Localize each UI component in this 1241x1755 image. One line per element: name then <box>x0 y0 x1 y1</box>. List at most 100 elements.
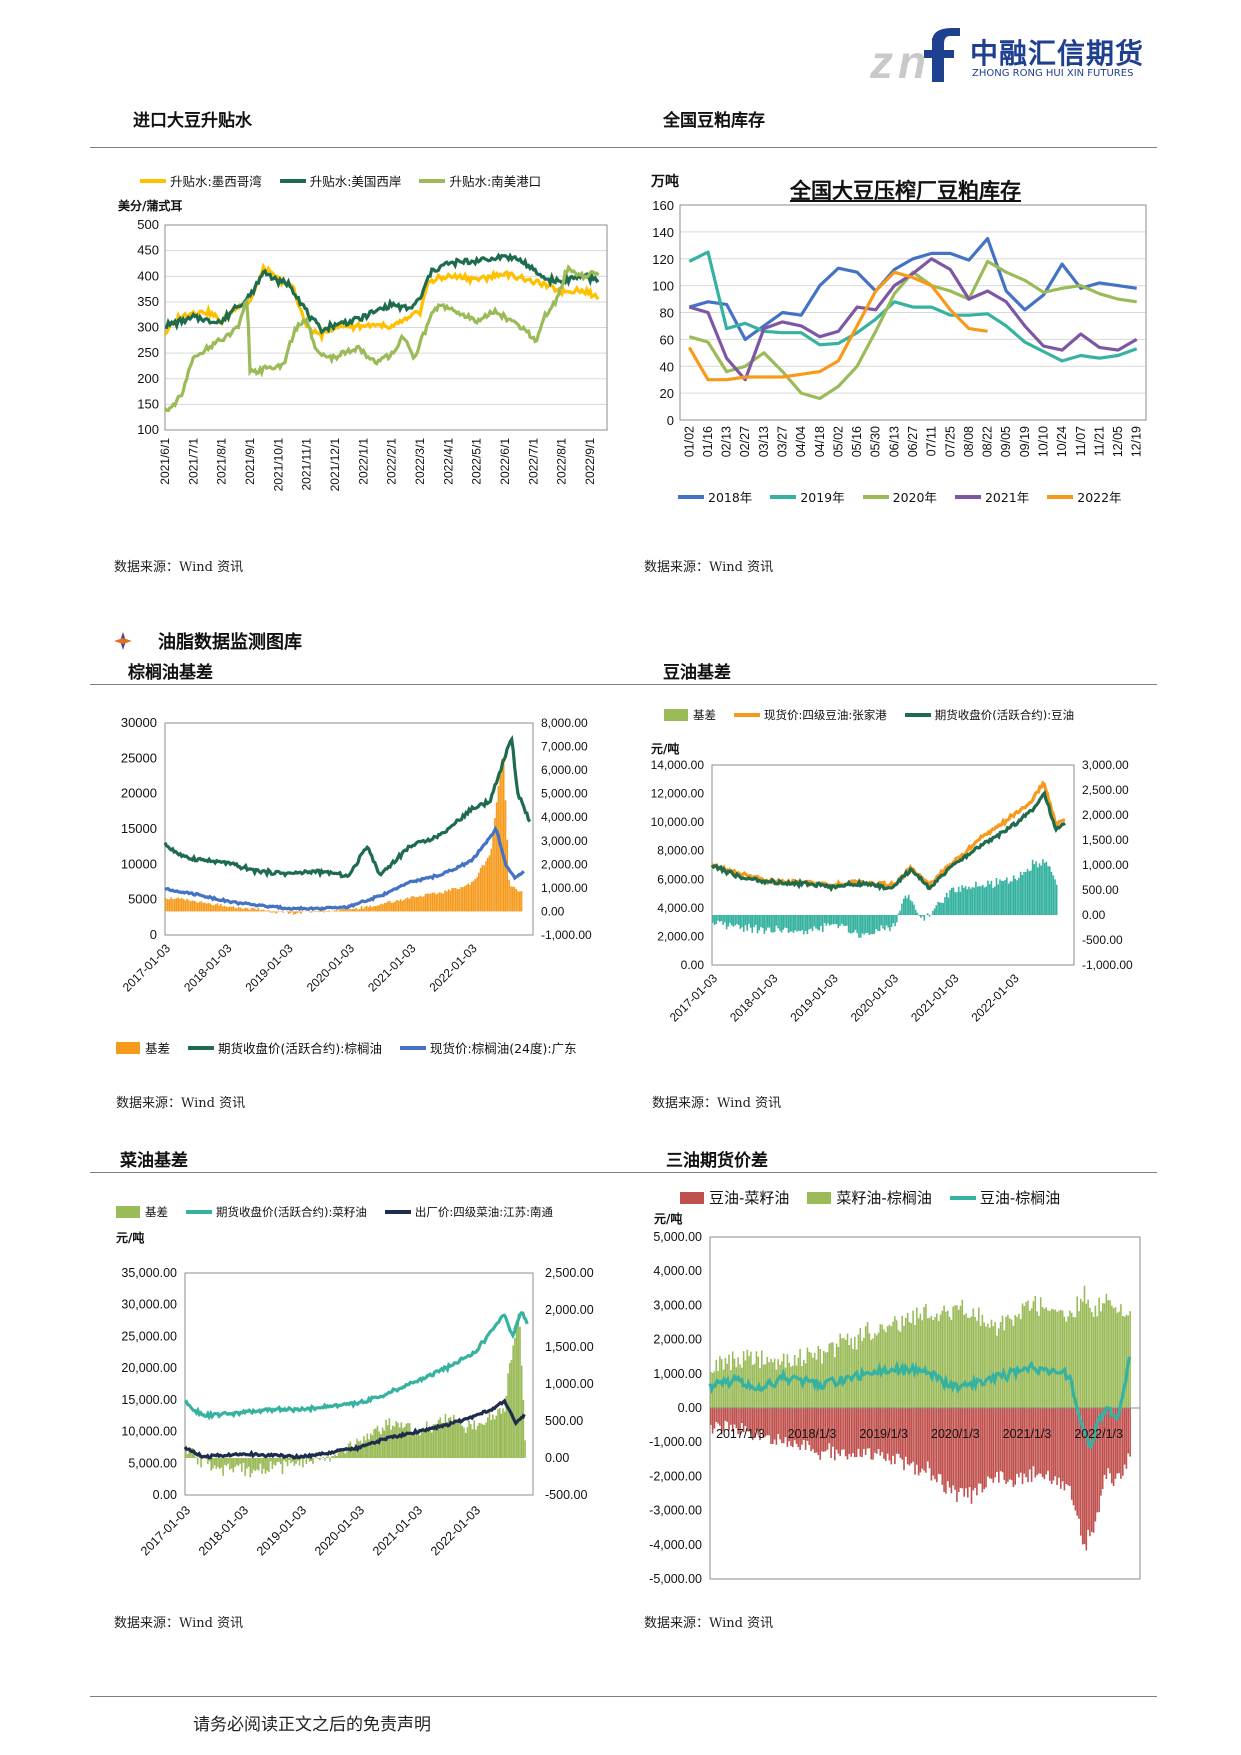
basis-bar <box>225 1458 228 1466</box>
basis-bar <box>341 908 343 912</box>
spread-bar <box>1039 1408 1042 1474</box>
basis-bar <box>517 891 519 912</box>
y2-tick-label: -1,000.00 <box>1082 958 1133 972</box>
basis-bar <box>796 915 798 932</box>
basis-bar <box>978 886 981 915</box>
y-tick-label: 20 <box>660 386 674 401</box>
spread-bar <box>1100 1408 1102 1496</box>
basis-bar <box>846 915 848 926</box>
basis-bar <box>878 915 881 932</box>
basis-bar <box>465 885 468 912</box>
basis-bar <box>449 1416 452 1458</box>
basis-bar <box>207 903 210 912</box>
y2-tick-label: -500.00 <box>545 1488 587 1502</box>
basis-bar <box>213 1458 216 1466</box>
basis-bar <box>308 1458 311 1462</box>
x-tick-label: 2017-01-03 <box>120 941 174 995</box>
spread-bar <box>1078 1311 1080 1408</box>
basis-bar <box>470 1424 472 1458</box>
basis-bar <box>303 1456 306 1458</box>
spread-bar <box>817 1345 820 1408</box>
spread-bar <box>985 1326 987 1408</box>
basis-bar <box>520 1365 523 1458</box>
spread-bar <box>1049 1408 1051 1481</box>
basis-bar <box>245 907 247 912</box>
basis-bar <box>488 855 491 912</box>
y-tick-label: 500 <box>137 217 159 232</box>
x-tick-label: 2021-01-03 <box>365 941 419 995</box>
legend-item: 2022年 <box>1047 487 1122 506</box>
y-tick-label: 0.00 <box>678 1401 702 1415</box>
basis-bar <box>916 912 919 915</box>
spread-bar <box>823 1350 825 1408</box>
basis-bar <box>410 1432 413 1458</box>
basis-bar <box>269 1458 272 1462</box>
basis-bar <box>172 899 174 912</box>
basis-bar <box>467 883 469 912</box>
basis-bar <box>254 1458 257 1471</box>
y-tick-label: 250 <box>137 345 159 360</box>
basis-bar <box>446 1421 448 1458</box>
spread-bar <box>1123 1316 1126 1408</box>
spread-bar <box>799 1408 801 1450</box>
spread-bar <box>750 1351 752 1408</box>
spread-bar <box>1072 1408 1075 1506</box>
basis-bar <box>237 907 240 912</box>
basis-bar <box>497 1409 499 1458</box>
spread-bar <box>1054 1309 1057 1408</box>
basis-bar <box>214 904 217 912</box>
spread-bar <box>1067 1316 1069 1408</box>
spread-bar <box>1029 1408 1031 1470</box>
spread-bar <box>808 1408 810 1445</box>
basis-bar <box>329 1458 331 1462</box>
spread-bar <box>916 1307 918 1408</box>
basis-bar <box>758 915 760 931</box>
basis-bar <box>321 909 324 912</box>
spread-bar <box>1008 1318 1011 1408</box>
basis-bar <box>392 1425 394 1458</box>
basis-bar <box>997 884 999 915</box>
spread-bar <box>782 1408 785 1444</box>
basis-bar <box>444 1413 447 1458</box>
y-tick-label: 25,000.00 <box>121 1329 177 1343</box>
basis-bar <box>506 839 509 912</box>
basis-bar <box>500 1413 503 1458</box>
basis-bar <box>298 911 300 913</box>
basis-bar <box>429 1427 431 1458</box>
basis-bar <box>210 1458 212 1471</box>
basis-bar <box>215 1458 218 1469</box>
basis-bar <box>734 915 736 926</box>
legend: 豆油-菜籽油 菜籽油-棕榈油 豆油-棕榈油 <box>680 1187 1078 1208</box>
basis-bar <box>515 889 517 912</box>
spread-bar <box>881 1324 883 1408</box>
basis-bar <box>410 896 413 912</box>
basis-bar <box>353 908 356 912</box>
basis-bar <box>493 1419 496 1458</box>
spread-bar <box>1080 1298 1082 1408</box>
basis-bar <box>177 897 180 912</box>
spread-bar <box>1094 1408 1097 1522</box>
basis-bar <box>234 1458 236 1468</box>
basis-bar <box>767 915 769 928</box>
spread-bar <box>885 1408 887 1461</box>
basis-bar <box>1018 877 1020 915</box>
basis-bar <box>339 909 341 912</box>
x-tick-label: 2019/1/3 <box>859 1427 908 1441</box>
plot-area <box>711 764 1075 966</box>
spread-bar <box>872 1338 874 1408</box>
spread-bar <box>803 1359 805 1408</box>
spread-bar <box>850 1408 852 1457</box>
unit-label: 元/吨 <box>654 1212 683 1226</box>
basis-bar <box>884 915 886 930</box>
basis-bar <box>305 1458 308 1465</box>
spread-bar <box>1065 1321 1068 1408</box>
y2-tick-label: 1,000.00 <box>545 1377 594 1391</box>
basis-bar <box>939 902 941 915</box>
x-tick-label: 09/19 <box>1018 426 1032 457</box>
basis-bar <box>185 1445 187 1458</box>
spread-bar <box>1094 1305 1097 1408</box>
spread-bar <box>1029 1310 1031 1408</box>
spread-bar <box>813 1408 816 1453</box>
spread-bar <box>830 1408 832 1458</box>
spread-bar <box>1060 1309 1062 1408</box>
